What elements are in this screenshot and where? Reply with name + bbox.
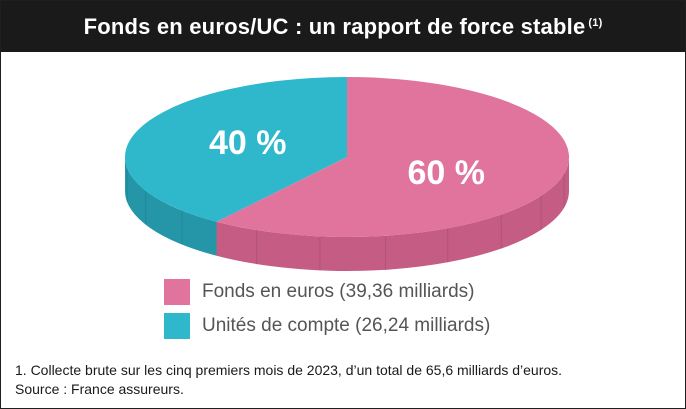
pie-slice-unit-s-de-compte-26-24-m (125, 77, 347, 222)
pie-labels: 60 % 40 % (209, 124, 485, 192)
pie-slice-fonds-en-euros-39-36-mil (216, 77, 570, 237)
legend-item-euros: Fonds en euros (39,36 milliards) (164, 279, 490, 305)
pie-tops (125, 77, 570, 237)
pie-side-unit-s-de-compte-26-24-m (125, 157, 217, 256)
legend-label-euros: Fonds en euros (39,36 milliards) (202, 281, 475, 302)
pie-side-fonds-en-euros-39-36-mil (216, 157, 570, 271)
chart-title-note: (1) (588, 16, 603, 29)
footnote: 1. Collecte brute sur les cinq premiers … (15, 361, 562, 399)
pie-label-unit-s-de-compte-26-24-m: 40 % (209, 124, 287, 162)
chart-title-text: Fonds en euros/UC : un rapport de force … (83, 13, 586, 39)
pie-chart: 60 % 40 % (125, 77, 570, 271)
footnote-source: Source : France assureurs. (15, 381, 184, 397)
pie-label-fonds-en-euros-39-36-mil: 60 % (407, 154, 485, 192)
legend-swatch-uc (164, 313, 190, 339)
footnote-collecte: 1. Collecte brute sur les cinq premiers … (15, 362, 563, 378)
pie-sides (125, 157, 570, 271)
legend-item-uc: Unités de compte (26,24 milliards) (164, 313, 490, 339)
legend-swatch-euros (164, 279, 190, 305)
legend: Fonds en euros (39,36 milliards) Unités … (164, 279, 490, 347)
chart-title: Fonds en euros/UC : un rapport de force … (1, 1, 685, 52)
legend-label-uc: Unités de compte (26,24 milliards) (202, 315, 491, 336)
